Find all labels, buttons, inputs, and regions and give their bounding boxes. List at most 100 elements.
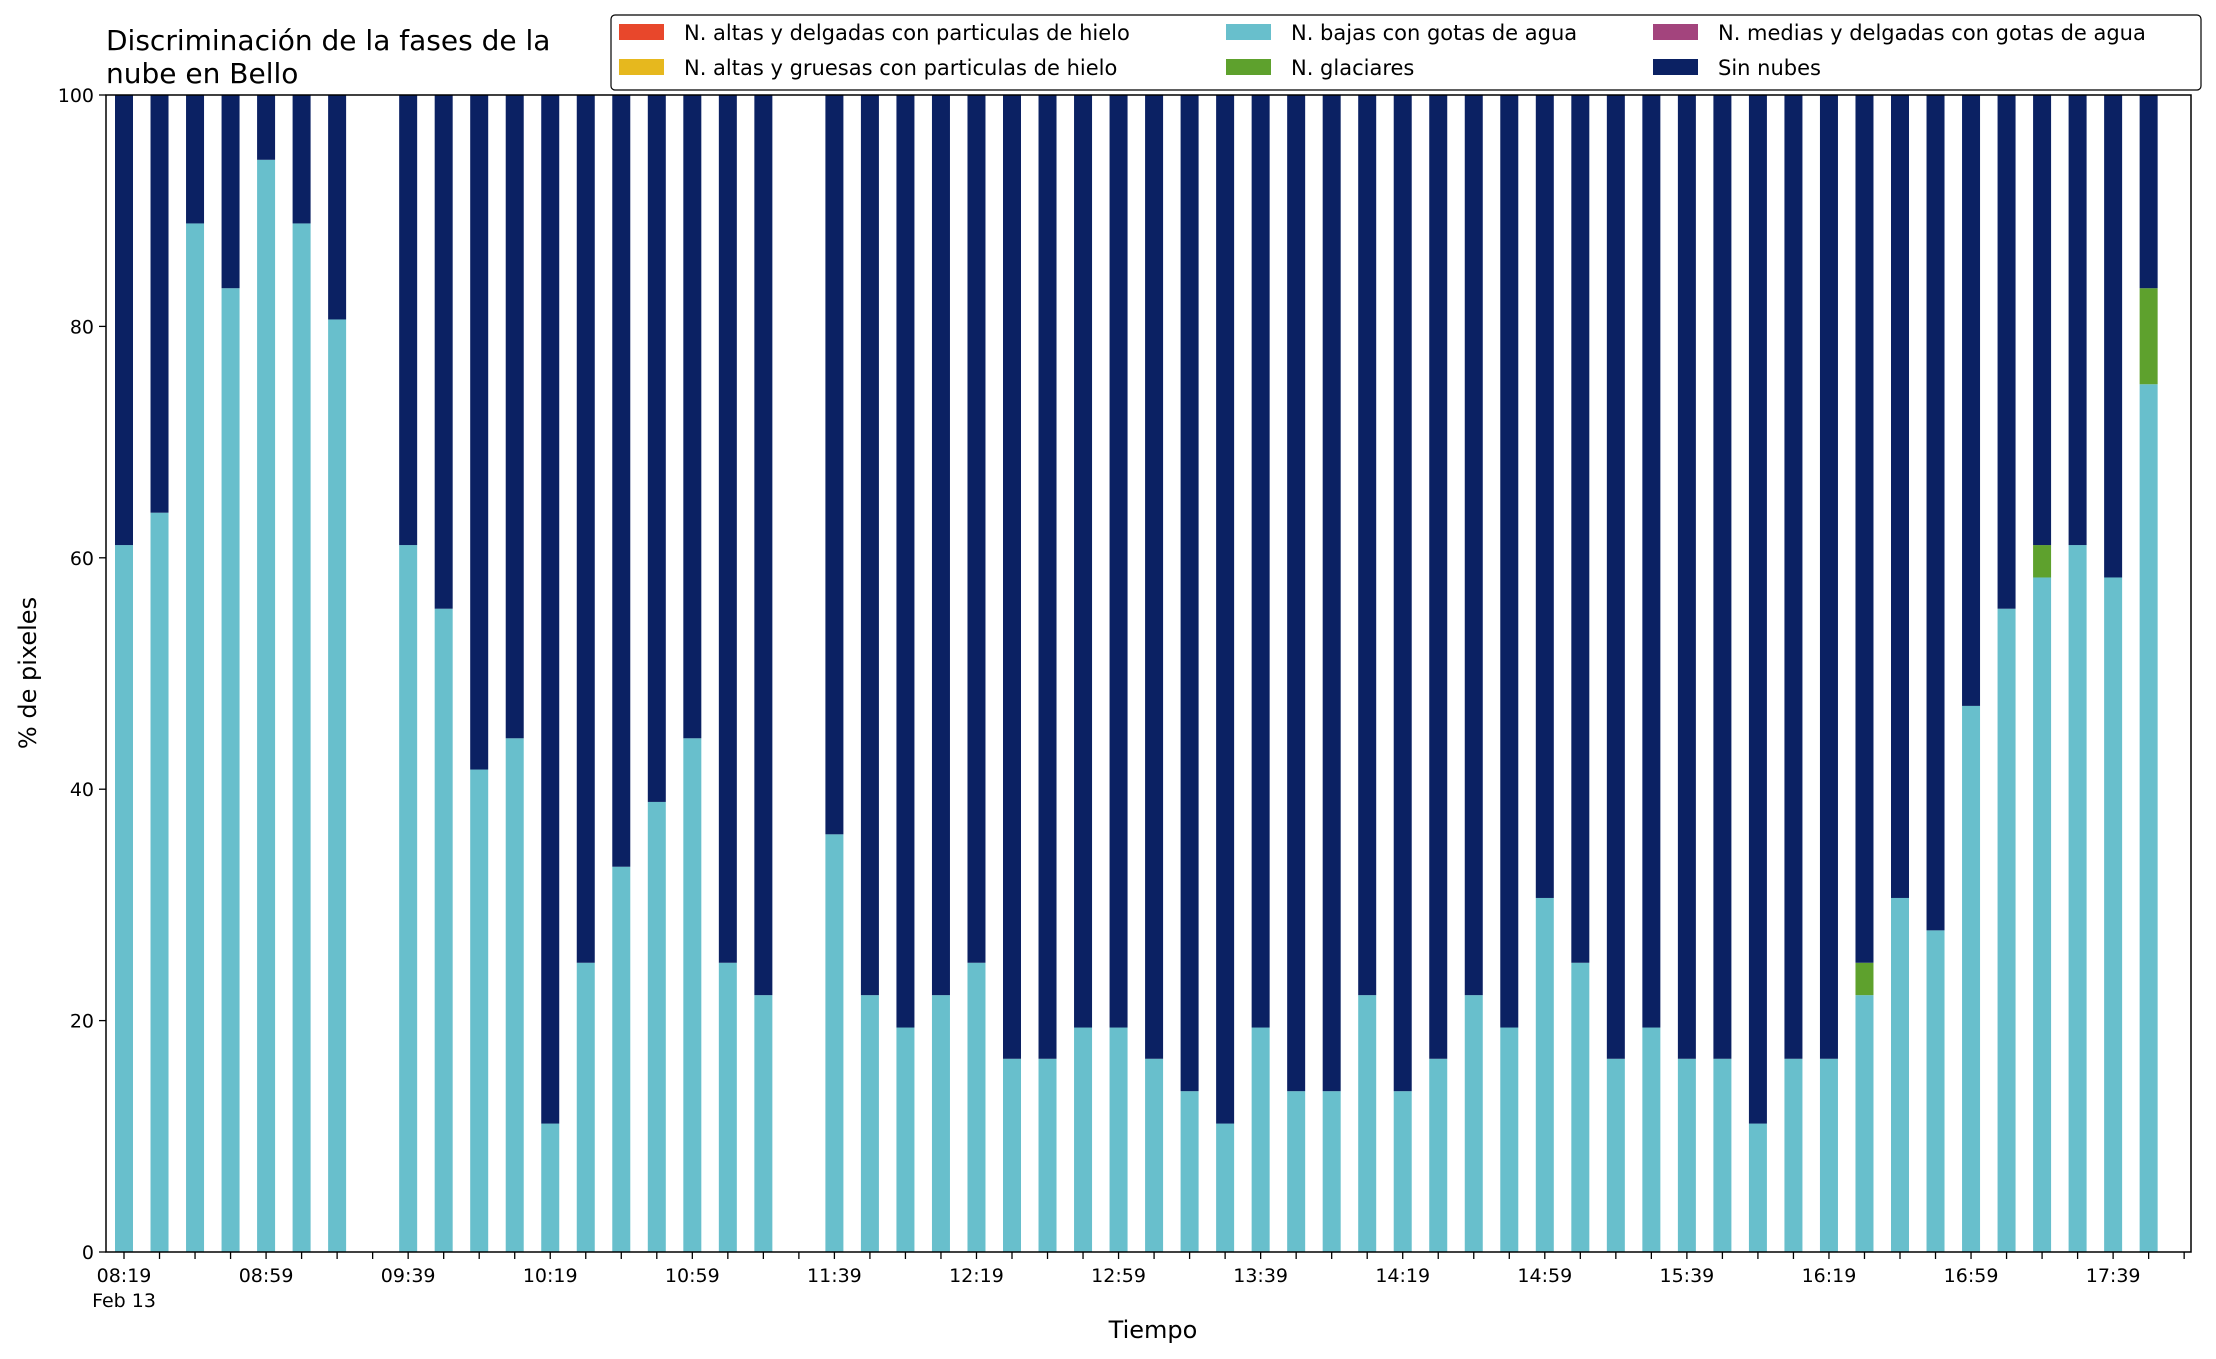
bar-15:19-series-2 xyxy=(1606,1058,1625,1252)
bar-12:19-series-5 xyxy=(967,95,986,963)
bar-11:49-series-5 xyxy=(860,95,879,996)
bar-13:09-series-5 xyxy=(1145,95,1164,1059)
bar-11:39-series-2 xyxy=(825,834,844,1252)
bar-14:49-series-2 xyxy=(1500,1027,1519,1252)
bar-10:39-series-2 xyxy=(612,866,631,1252)
bar-10:59-series-2 xyxy=(683,738,702,1252)
x-tick-label-14:59: 14:59 xyxy=(1517,1265,1572,1287)
bar-11:59-series-5 xyxy=(896,95,915,1028)
x-axis: 08:19 08:59 09:39 10:19 10:59 11:39 12:19 12:59… xyxy=(92,1252,2185,1312)
bar-17:19-series-5 xyxy=(2033,95,2052,546)
bar-11:49-series-2 xyxy=(860,995,879,1252)
bar-13:49-series-2 xyxy=(1287,1091,1306,1252)
bar-15:49-series-2 xyxy=(1713,1058,1732,1252)
bar-16:39-series-2 xyxy=(1891,897,1909,1252)
bar-11:59-series-2 xyxy=(896,1027,915,1252)
bar-16:39-series-5 xyxy=(1891,95,1909,898)
bar-08:59-series-2 xyxy=(257,159,276,1252)
bar-10:49-series-5 xyxy=(647,95,666,802)
bar-09:59-series-5 xyxy=(470,95,489,770)
y-axis-title: % de pixeles xyxy=(14,597,42,749)
bar-13:59-series-5 xyxy=(1322,95,1341,1092)
bar-08:49-series-5 xyxy=(221,95,240,289)
x-date-label: Feb 13 xyxy=(92,1290,156,1312)
bar-14:29-series-2 xyxy=(1429,1058,1448,1252)
bar-15:09-series-5 xyxy=(1571,95,1590,963)
legend-swatch-2 xyxy=(1226,24,1271,40)
bar-10:19-series-2 xyxy=(541,1123,560,1252)
bar-13:19-series-5 xyxy=(1180,95,1199,1092)
bar-09:39-series-5 xyxy=(399,95,418,546)
bar-17:39-series-5 xyxy=(2104,95,2123,578)
bar-12:49-series-2 xyxy=(1074,1027,1093,1252)
x-tick-label-09:39: 09:39 xyxy=(381,1265,436,1287)
bar-13:49-series-5 xyxy=(1287,95,1306,1092)
bar-14:29-series-5 xyxy=(1429,95,1448,1059)
bar-16:49-series-2 xyxy=(1926,930,1945,1252)
bar-12:29-series-5 xyxy=(1003,95,1021,1059)
x-tick-label-08:59: 08:59 xyxy=(239,1265,294,1287)
bar-17:19-series-3 xyxy=(2033,545,2052,578)
bar-09:09-series-2 xyxy=(292,223,311,1253)
bar-13:39-series-2 xyxy=(1251,1027,1270,1252)
bar-17:09-series-2 xyxy=(1997,608,2016,1252)
bar-15:49-series-5 xyxy=(1713,95,1732,1059)
legend-items: N. altas y delgadas con particulas de hi… xyxy=(619,21,2146,80)
bar-15:39-series-5 xyxy=(1677,95,1696,1059)
plot-frame xyxy=(105,94,2192,1253)
bar-10:09-series-5 xyxy=(505,95,524,739)
bar-11:39-series-5 xyxy=(825,95,844,835)
legend-label-5: Sin nubes xyxy=(1718,56,1821,80)
bar-09:19-series-2 xyxy=(328,319,347,1253)
bar-10:19-series-5 xyxy=(541,95,560,1124)
x-tick-label-10:19: 10:19 xyxy=(523,1265,578,1287)
bar-08:29-series-2 xyxy=(150,512,169,1252)
bar-14:59-series-2 xyxy=(1535,897,1554,1252)
bar-16:59-series-2 xyxy=(1962,705,1981,1252)
bar-12:19-series-2 xyxy=(967,962,986,1252)
bar-17:49-series-5 xyxy=(2139,95,2158,289)
bar-14:19-series-5 xyxy=(1393,95,1412,1092)
bar-15:19-series-5 xyxy=(1606,95,1625,1059)
y-axis: 0 20 40 60 80 100 xyxy=(58,85,106,1264)
bar-17:09-series-5 xyxy=(1997,95,2016,609)
bar-12:39-series-5 xyxy=(1038,95,1057,1059)
bar-16:19-series-2 xyxy=(1819,1058,1838,1252)
bar-10:29-series-2 xyxy=(576,962,595,1252)
legend-label-3: N. glaciares xyxy=(1291,56,1414,80)
bar-08:49-series-2 xyxy=(221,288,240,1253)
legend-label-2: N. bajas con gotas de agua xyxy=(1291,21,1577,45)
bar-12:49-series-5 xyxy=(1074,95,1093,1028)
bar-12:09-series-5 xyxy=(931,95,950,996)
bars-layer xyxy=(115,95,2158,1253)
legend-swatch-5 xyxy=(1653,59,1698,75)
bar-15:59-series-2 xyxy=(1748,1123,1767,1252)
bar-12:39-series-2 xyxy=(1038,1058,1057,1252)
bar-09:19-series-5 xyxy=(328,95,347,320)
bar-11:09-series-2 xyxy=(718,962,737,1252)
bar-17:29-series-5 xyxy=(2068,95,2087,546)
bar-14:49-series-5 xyxy=(1500,95,1519,1028)
bar-17:49-series-3 xyxy=(2139,288,2158,385)
bar-16:09-series-2 xyxy=(1784,1058,1803,1252)
bar-13:19-series-2 xyxy=(1180,1091,1199,1252)
legend-label-1: N. altas y gruesas con particulas de hie… xyxy=(684,56,1117,80)
bar-14:39-series-2 xyxy=(1464,995,1483,1252)
x-tick-label-14:19: 14:19 xyxy=(1375,1265,1430,1287)
bar-15:59-series-5 xyxy=(1748,95,1767,1124)
bar-17:19-series-2 xyxy=(2033,577,2052,1252)
bar-16:19-series-5 xyxy=(1819,95,1838,1059)
bar-16:29-series-2 xyxy=(1855,995,1874,1252)
x-tick-label-17:39: 17:39 xyxy=(2086,1265,2141,1287)
bar-16:29-series-3 xyxy=(1855,962,1874,996)
bar-11:19-series-2 xyxy=(754,995,773,1252)
bar-13:09-series-2 xyxy=(1145,1058,1164,1252)
bar-09:59-series-2 xyxy=(470,769,489,1252)
bar-17:49-series-2 xyxy=(2139,384,2158,1252)
bar-16:29-series-5 xyxy=(1855,95,1874,963)
y-tick-label-0: 0 xyxy=(82,1242,94,1264)
bar-13:29-series-2 xyxy=(1216,1123,1235,1252)
bar-10:59-series-5 xyxy=(683,95,702,739)
bar-15:29-series-2 xyxy=(1642,1027,1661,1252)
